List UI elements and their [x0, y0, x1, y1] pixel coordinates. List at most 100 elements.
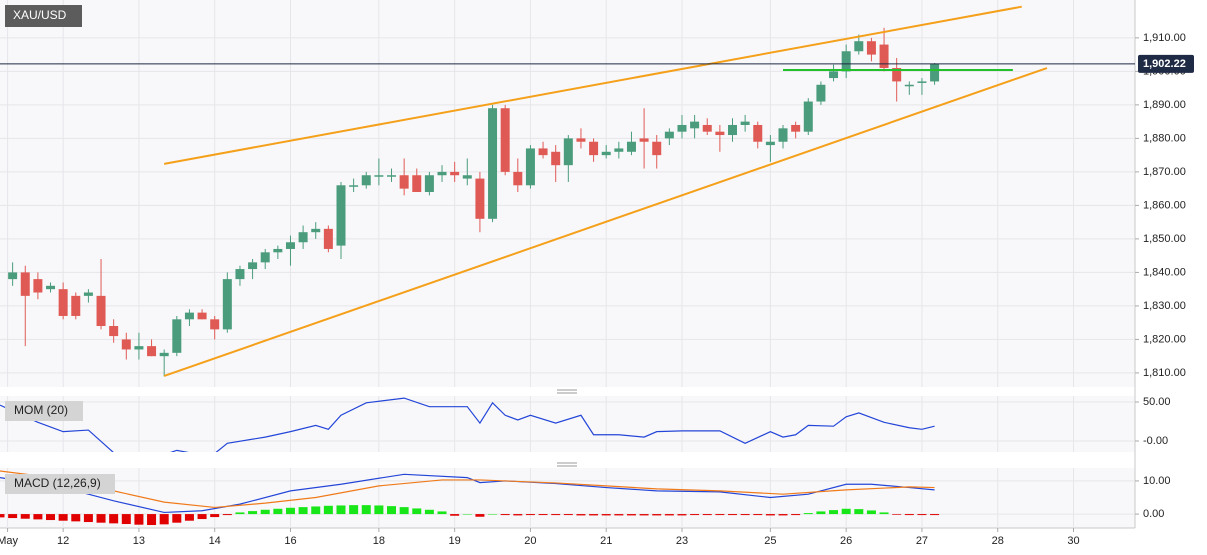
- histogram-bar: [58, 514, 68, 521]
- histogram-bar: [475, 514, 485, 517]
- histogram-bar: [803, 513, 813, 515]
- histogram-bar: [879, 512, 889, 515]
- candle-body: [147, 346, 157, 357]
- candle-body: [437, 171, 447, 176]
- candle-body: [841, 51, 851, 72]
- legend-box[interactable]: [5, 474, 115, 494]
- candle-body: [728, 124, 738, 136]
- x-tick-label: 25: [764, 535, 776, 547]
- y-tick-label: 1,880.00: [1143, 132, 1186, 144]
- histogram-bar: [841, 508, 851, 515]
- y-tick-label: 1,810.00: [1143, 367, 1186, 379]
- y-tick-label: 1,830.00: [1143, 300, 1186, 312]
- histogram-bar: [778, 514, 788, 516]
- candle-body: [791, 124, 801, 132]
- candle-body: [778, 128, 788, 142]
- candle-body: [525, 148, 535, 186]
- candle-body: [159, 352, 169, 357]
- histogram-bar: [83, 514, 93, 523]
- plot-background: [0, 0, 1135, 528]
- candle-body: [488, 108, 498, 219]
- indicator-line: [0, 397, 935, 452]
- histogram-bar: [753, 514, 763, 516]
- histogram-bar: [450, 514, 460, 516]
- candle-body: [298, 232, 308, 243]
- histogram-bar: [260, 509, 270, 515]
- candle-body: [854, 41, 864, 52]
- indicator-line: [0, 473, 935, 514]
- candle-body: [930, 63, 940, 82]
- y-tick-label: 1,910.00: [1143, 32, 1186, 44]
- candle-body: [323, 228, 333, 249]
- histogram-bar: [109, 514, 119, 524]
- y-tick-label: 1,850.00: [1143, 233, 1186, 245]
- histogram-bar: [677, 514, 687, 516]
- candle-body: [702, 124, 712, 132]
- histogram-bar: [273, 508, 283, 515]
- histogram-bar: [500, 514, 510, 516]
- histogram-bar: [589, 514, 599, 516]
- histogram-bar: [525, 514, 535, 516]
- histogram-bar: [248, 511, 258, 515]
- candle-body: [222, 279, 232, 330]
- histogram-bar: [639, 514, 649, 516]
- candle-body: [349, 185, 359, 187]
- candle-body: [83, 292, 93, 296]
- histogram-bar: [336, 505, 346, 515]
- candle-body: [33, 279, 43, 293]
- x-tick-label: 28: [992, 535, 1004, 547]
- y-tick-label: 1,890.00: [1143, 99, 1186, 111]
- histogram-bar: [715, 514, 725, 516]
- histogram-bar: [134, 514, 144, 525]
- panel: [0, 0, 1135, 387]
- legend-box[interactable]: [5, 5, 82, 27]
- candle-body: [551, 151, 561, 166]
- candle-body: [816, 84, 826, 102]
- candle-body: [563, 138, 573, 166]
- histogram-bar: [892, 514, 902, 515]
- trend-line: [164, 5, 1022, 165]
- histogram-bar: [740, 514, 750, 516]
- y-tick-label: -0.00: [1143, 435, 1168, 447]
- candle-body: [210, 319, 220, 330]
- panel-divider: [0, 452, 1207, 468]
- histogram-bar: [930, 514, 940, 516]
- candle-body: [917, 81, 927, 83]
- histogram-bar: [601, 514, 611, 516]
- y-tick-label: 1,840.00: [1143, 266, 1186, 278]
- y-tick-label: 1,820.00: [1143, 333, 1186, 345]
- histogram-bar: [854, 509, 864, 515]
- candle-body: [715, 131, 725, 136]
- candle-body: [879, 44, 889, 69]
- histogram-bar: [904, 514, 914, 516]
- legend-box[interactable]: [5, 401, 83, 421]
- x-tick-label: 30: [1067, 535, 1079, 547]
- histogram-bar: [551, 514, 561, 516]
- candle-body: [71, 295, 81, 316]
- x-tick-label: May: [0, 535, 18, 547]
- y-tick-label: 0.00: [1143, 508, 1164, 520]
- histogram-bar: [576, 514, 586, 516]
- indicator-line: [0, 470, 935, 509]
- candle-body: [197, 312, 207, 320]
- x-tick-label: 20: [524, 535, 536, 547]
- panel-divider: [0, 387, 1207, 396]
- histogram-bar: [147, 514, 157, 526]
- candle-body: [765, 141, 775, 146]
- histogram-bar: [121, 514, 131, 525]
- candle-body: [462, 175, 472, 179]
- candle-body: [803, 101, 813, 132]
- candle-body: [96, 295, 106, 327]
- candle-body: [361, 175, 371, 186]
- histogram-bar: [652, 514, 662, 516]
- histogram-bar: [172, 514, 182, 523]
- y-tick-label: 10.00: [1143, 475, 1171, 487]
- histogram-bar: [664, 514, 674, 516]
- histogram-bar: [829, 510, 839, 515]
- y-tick-label: 50.00: [1143, 396, 1171, 408]
- candle-body: [109, 326, 119, 337]
- layer: 1,810.00 1,820.00 1,830.00 1,840.00 1,850.00…: [0, 0, 1194, 547]
- x-tick-label: 16: [284, 535, 296, 547]
- histogram-bar: [96, 514, 106, 523]
- histogram-bar: [728, 514, 738, 516]
